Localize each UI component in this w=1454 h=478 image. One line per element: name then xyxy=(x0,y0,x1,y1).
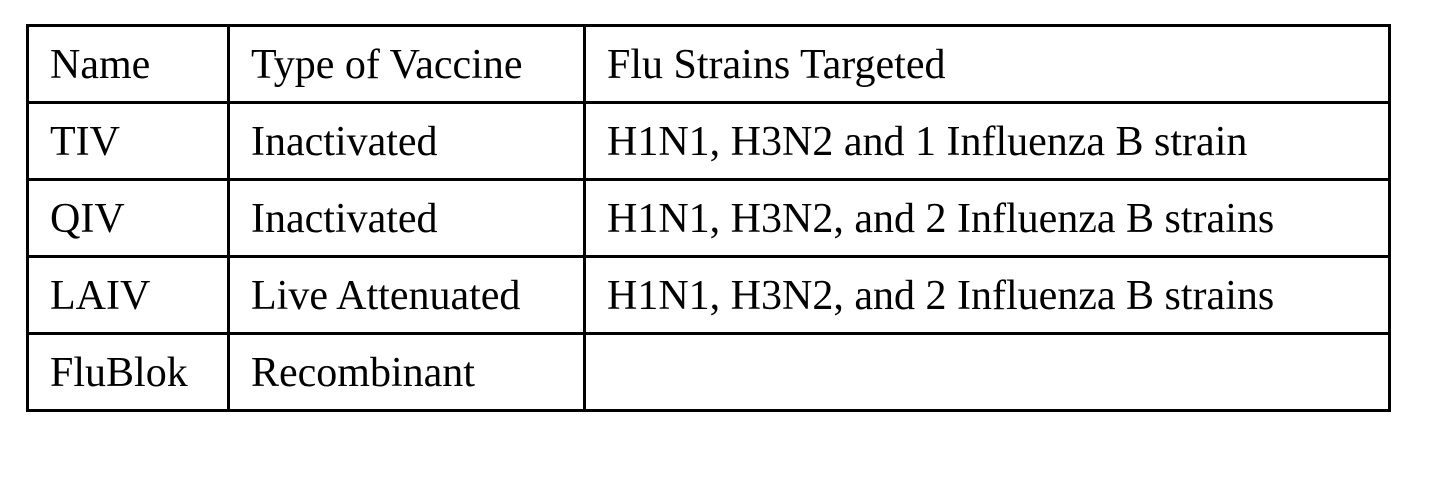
table-header-row: Name Type of Vaccine Flu Strains Targete… xyxy=(26,24,1391,104)
cell-type: Inactivated xyxy=(227,178,586,258)
table-row: QIV Inactivated H1N1, H3N2, and 2 Influe… xyxy=(26,178,1391,258)
cell-name: QIV xyxy=(26,178,230,258)
cell-strains: H1N1, H3N2 and 1 Influenza B strain xyxy=(583,101,1391,181)
header-type-of-vaccine: Type of Vaccine xyxy=(227,24,586,104)
cell-type: Inactivated xyxy=(227,101,586,181)
cell-strains xyxy=(583,332,1391,412)
table-row: TIV Inactivated H1N1, H3N2 and 1 Influen… xyxy=(26,101,1391,181)
header-flu-strains-targeted: Flu Strains Targeted xyxy=(583,24,1391,104)
table-row: LAIV Live Attenuated H1N1, H3N2, and 2 I… xyxy=(26,255,1391,335)
cell-name: FluBlok xyxy=(26,332,230,412)
cell-strains: H1N1, H3N2, and 2 Influenza B strains xyxy=(583,178,1391,258)
cell-type: Recombinant xyxy=(227,332,586,412)
table-row: FluBlok Recombinant xyxy=(26,332,1391,412)
header-name: Name xyxy=(26,24,230,104)
cell-strains: H1N1, H3N2, and 2 Influenza B strains xyxy=(583,255,1391,335)
cell-name: TIV xyxy=(26,101,230,181)
cell-name: LAIV xyxy=(26,255,230,335)
cell-type: Live Attenuated xyxy=(227,255,586,335)
vaccine-table: Name Type of Vaccine Flu Strains Targete… xyxy=(26,24,1391,412)
